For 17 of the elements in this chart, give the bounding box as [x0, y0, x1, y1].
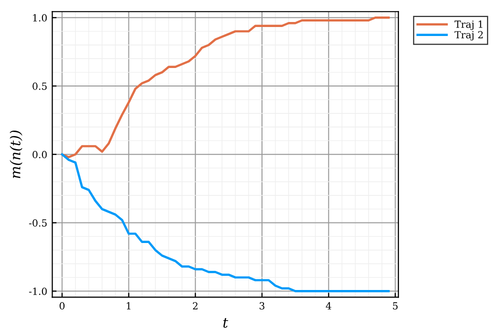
y-tick-label: 0.5 — [32, 82, 47, 90]
legend-label: Traj 1 — [454, 20, 482, 30]
x-tick-label: 0 — [60, 302, 65, 310]
x-tick-label: 5 — [393, 302, 398, 310]
line-series — [60, 153, 390, 292]
x-tick-label: 3 — [260, 302, 264, 310]
y-tick-label: 1.0 — [33, 14, 47, 22]
line-series — [60, 16, 390, 158]
x-axis-title: t — [223, 318, 228, 328]
y-tick-label: 0.0 — [32, 150, 47, 158]
y-axis-title: m(n(t)) — [10, 130, 22, 178]
y-tick-label: -1.0 — [29, 288, 47, 295]
x-tick-label: 1 — [126, 302, 130, 310]
legend-label: Traj 2 — [454, 31, 483, 40]
x-tick-label: 2 — [192, 302, 198, 310]
x-tick-label: 4 — [326, 302, 332, 310]
y-tick-label: -0.5 — [29, 219, 47, 227]
